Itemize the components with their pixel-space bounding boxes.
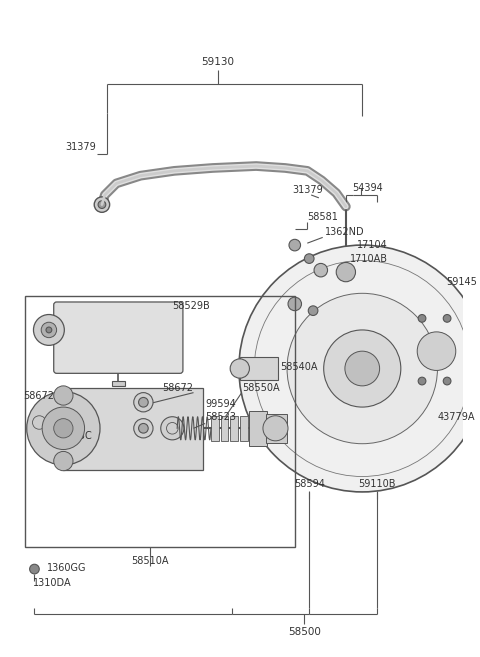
Bar — [240, 416, 248, 441]
Text: 58594: 58594 — [294, 479, 324, 489]
Text: 58125C: 58125C — [54, 431, 92, 441]
Text: 58523: 58523 — [205, 412, 236, 422]
Text: 31379: 31379 — [65, 142, 96, 152]
Circle shape — [54, 419, 73, 438]
Bar — [266, 414, 287, 443]
Circle shape — [54, 386, 73, 405]
Text: 31379: 31379 — [292, 185, 323, 195]
Circle shape — [345, 351, 380, 386]
Text: 58672: 58672 — [23, 390, 54, 401]
Circle shape — [443, 377, 451, 385]
Circle shape — [287, 293, 437, 443]
Circle shape — [308, 306, 318, 315]
Circle shape — [443, 315, 451, 322]
Text: 59110B: 59110B — [358, 479, 396, 489]
Text: 1362ND: 1362ND — [324, 227, 364, 237]
Circle shape — [161, 417, 184, 440]
Bar — [211, 416, 218, 441]
Circle shape — [33, 416, 46, 429]
Text: 58550A: 58550A — [242, 383, 279, 393]
Circle shape — [27, 392, 100, 465]
Circle shape — [34, 315, 64, 346]
Circle shape — [239, 245, 480, 492]
Text: 17104: 17104 — [358, 240, 388, 250]
Circle shape — [314, 263, 327, 277]
Text: 58672: 58672 — [163, 383, 193, 393]
Text: 58581: 58581 — [307, 212, 338, 222]
Circle shape — [336, 262, 356, 282]
Circle shape — [324, 330, 401, 407]
Bar — [230, 416, 238, 441]
Polygon shape — [419, 309, 454, 393]
Text: 54394: 54394 — [352, 183, 383, 193]
Bar — [25, 296, 295, 547]
Circle shape — [230, 359, 250, 378]
Circle shape — [139, 424, 148, 433]
Bar — [220, 416, 228, 441]
Circle shape — [46, 327, 52, 333]
Circle shape — [139, 397, 148, 407]
Circle shape — [418, 377, 426, 385]
Text: 58540A: 58540A — [280, 361, 318, 372]
Circle shape — [94, 197, 109, 212]
Circle shape — [304, 254, 314, 263]
Text: 58510A: 58510A — [132, 556, 169, 566]
Circle shape — [42, 407, 84, 449]
Circle shape — [417, 332, 456, 371]
Bar — [111, 381, 125, 386]
Text: 99594: 99594 — [205, 399, 236, 409]
Text: 1310DA: 1310DA — [33, 578, 71, 587]
Circle shape — [41, 322, 57, 338]
Text: 43779A: 43779A — [437, 412, 475, 422]
Circle shape — [98, 201, 106, 208]
FancyBboxPatch shape — [54, 302, 183, 373]
Circle shape — [289, 239, 300, 251]
Text: 1360GG: 1360GG — [47, 563, 86, 573]
Text: 1710AB: 1710AB — [350, 254, 388, 263]
Text: 59145: 59145 — [446, 277, 477, 286]
Circle shape — [54, 451, 73, 470]
Circle shape — [263, 416, 288, 441]
Circle shape — [288, 297, 301, 311]
Text: 58500: 58500 — [288, 627, 321, 637]
Bar — [240, 357, 278, 380]
Circle shape — [134, 419, 153, 438]
Text: 58529B: 58529B — [172, 301, 210, 311]
Circle shape — [418, 315, 426, 322]
Circle shape — [63, 410, 77, 424]
Text: 59130: 59130 — [201, 57, 234, 67]
Circle shape — [134, 393, 153, 412]
Bar — [250, 411, 267, 445]
Bar — [63, 388, 203, 470]
Circle shape — [30, 564, 39, 574]
